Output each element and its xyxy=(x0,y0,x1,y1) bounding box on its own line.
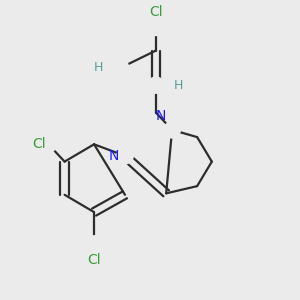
Text: Cl: Cl xyxy=(32,137,46,151)
Text: N: N xyxy=(109,149,119,163)
Circle shape xyxy=(164,122,180,138)
Circle shape xyxy=(86,236,102,252)
Circle shape xyxy=(40,136,57,152)
Text: H: H xyxy=(94,61,103,74)
Text: H: H xyxy=(174,79,183,92)
Text: Cl: Cl xyxy=(149,5,163,19)
Text: Cl: Cl xyxy=(87,253,101,266)
Circle shape xyxy=(117,148,133,164)
Circle shape xyxy=(148,77,164,93)
Circle shape xyxy=(112,60,129,76)
Text: N: N xyxy=(156,109,166,123)
Circle shape xyxy=(148,20,164,35)
